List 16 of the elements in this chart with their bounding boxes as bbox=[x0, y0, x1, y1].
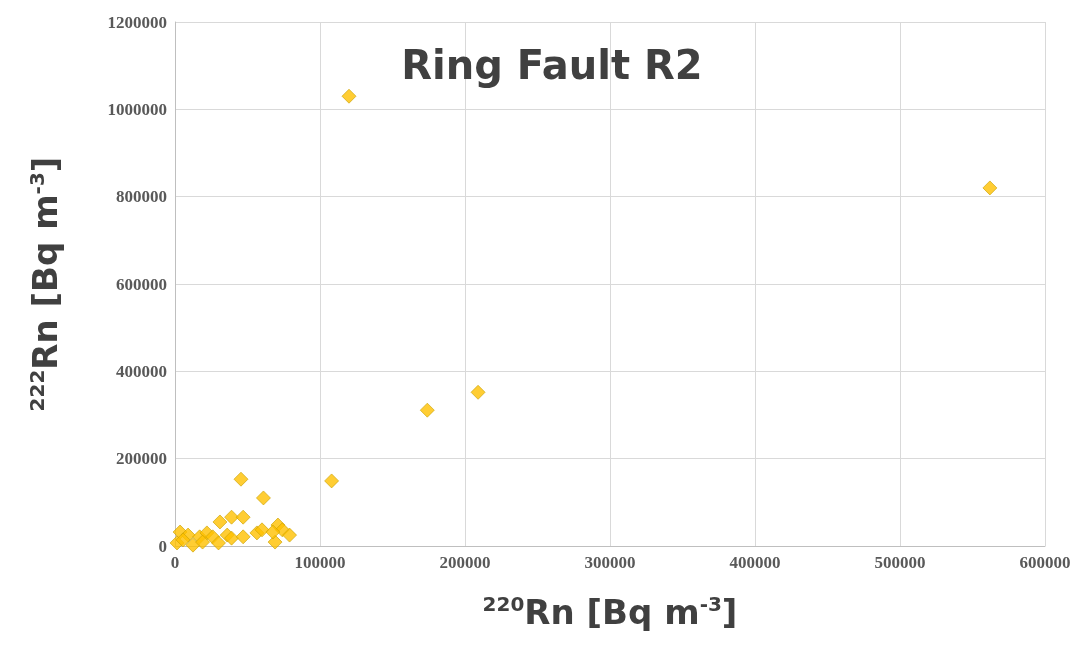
x-tick-label: 200000 bbox=[439, 553, 491, 572]
x-tick-label: 300000 bbox=[584, 553, 636, 572]
y-tick-label: 1200000 bbox=[107, 12, 167, 32]
y-tick-label: 800000 bbox=[116, 187, 167, 207]
y-tick-label: 0 bbox=[158, 536, 167, 556]
x-tick-label: 600000 bbox=[1019, 553, 1071, 572]
y-tick-label: 600000 bbox=[116, 274, 167, 294]
y-tick-label: 200000 bbox=[116, 449, 167, 469]
x-tick-label: 0 bbox=[170, 553, 180, 572]
y-tick-label: 1000000 bbox=[107, 99, 167, 119]
x-tick-label: 500000 bbox=[874, 553, 926, 572]
x-tick-label: 100000 bbox=[294, 553, 346, 572]
y-tick-label: 400000 bbox=[116, 361, 167, 381]
y-axis-title: 222Rn [Bq m-3] bbox=[25, 156, 65, 412]
x-tick-label: 400000 bbox=[729, 553, 781, 572]
text: Ring Fault R2 bbox=[401, 42, 703, 88]
